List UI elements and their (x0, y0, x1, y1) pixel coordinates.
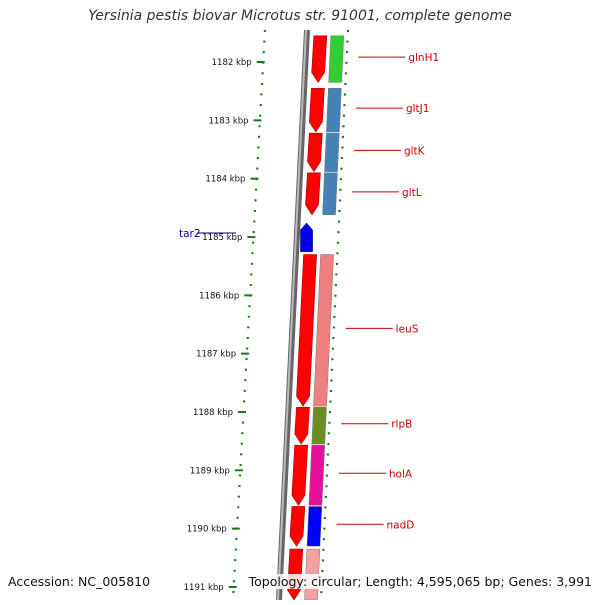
gene-label-gltJ1: gltJ1 (406, 103, 429, 115)
ruler-tick-label: 1185 kbp (202, 233, 242, 243)
gene-cog-block (306, 506, 323, 547)
gene-cds-arrow (307, 132, 323, 173)
gene-label-leuS: leuS (396, 323, 419, 335)
gene-label-glnH1: glnH1 (408, 52, 439, 64)
gene-label-holA: holA (389, 468, 413, 480)
ruler-tick-label: 1183 kbp (209, 116, 249, 126)
gene-label-gltK: gltK (404, 145, 426, 157)
gene-label-nadD: nadD (387, 519, 415, 531)
gene-cds-arrow (294, 407, 310, 445)
backbone-highlight (277, 29, 307, 601)
genome-backbone (276, 29, 310, 601)
gene-cog-block (308, 444, 325, 506)
ruler-tick-label: 1186 kbp (199, 291, 239, 301)
gene-label-tar2: tar2 (179, 228, 201, 240)
ruler-ticks: 1182 kbp 1183 kbp 1184 kbp 1185 kbp 1186 kbp… (184, 58, 265, 593)
gene-reverse-arrow (300, 222, 313, 252)
gene-cds-arrow (309, 87, 325, 133)
gene-label-rlpB: rlpB (391, 419, 412, 431)
ruler-tick-label: 1187 kbp (196, 350, 236, 360)
ruler-tick-label: 1188 kbp (193, 408, 233, 418)
gene-cog-block (326, 87, 342, 133)
ruler-tick-label: 1182 kbp (212, 58, 252, 68)
gene-label-gltL: gltL (402, 187, 422, 199)
topology-text: Topology: circular; Length: 4,595,065 bp… (248, 574, 592, 589)
gene-features (287, 35, 345, 601)
ruler-tick-label: 1190 kbp (187, 525, 227, 535)
gene-cog-block (328, 35, 345, 83)
gene-cog-block (311, 407, 327, 445)
ruler-tick-label: 1184 kbp (205, 175, 245, 185)
gene-cds-arrow (311, 35, 328, 83)
accession-text: Accession: NC_005810 (8, 574, 151, 589)
gene-cds-arrow (305, 172, 321, 216)
ruler-tick-label: 1189 kbp (190, 466, 230, 476)
gene-cds-arrow (289, 506, 306, 547)
ruler-tick-label: 1191 kbp (184, 583, 224, 593)
gene-cog-block (324, 132, 340, 172)
gene-cds-arrow (296, 254, 317, 407)
gene-cds-arrow (291, 444, 309, 506)
gene-cog-block (322, 172, 338, 216)
map-title: Yersinia pestis biovar Microtus str. 910… (88, 8, 512, 24)
gene-labels: glnH1 gltJ1 gltK gltL tar2 leuS rlpB holA nadD (179, 52, 439, 531)
gene-cog-block (313, 254, 334, 407)
